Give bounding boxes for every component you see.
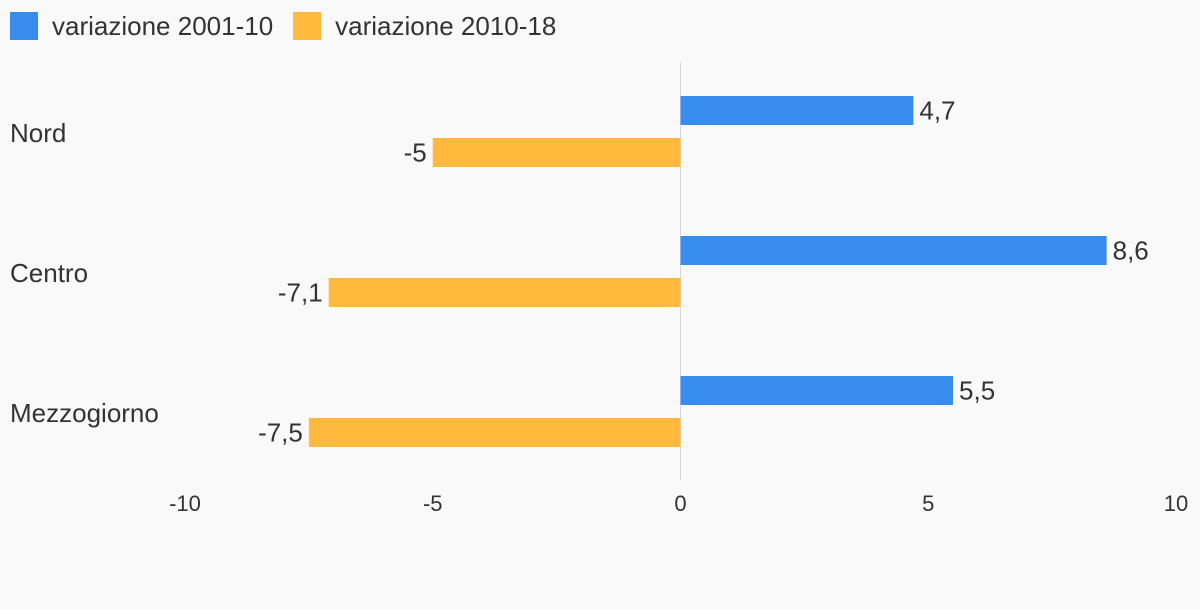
- category-label: Mezzogiorno: [10, 398, 159, 428]
- bar: [328, 278, 681, 307]
- legend-item-series-1[interactable]: variazione 2001-10: [10, 10, 273, 42]
- bar: [432, 138, 681, 167]
- legend-swatch-series-2: [293, 12, 322, 40]
- bar-value-label: -7,5: [258, 418, 303, 448]
- bar: [680, 96, 914, 125]
- bar-value-label: 8,6: [1113, 236, 1149, 266]
- category-label: Nord: [10, 118, 66, 148]
- bar-value-label: 5,5: [959, 376, 995, 406]
- legend-swatch-series-1: [10, 12, 38, 40]
- category-label: Centro: [10, 258, 88, 288]
- x-tick-label: 0: [674, 491, 686, 516]
- chart-legend: variazione 2001-10 variazione 2010-18: [10, 10, 576, 42]
- legend-label-series-1: variazione 2001-10: [52, 11, 274, 41]
- bar-value-label: -5: [404, 138, 427, 168]
- x-tick-label: 5: [922, 491, 934, 516]
- bar: [308, 418, 681, 447]
- bar: [680, 376, 954, 405]
- x-tick-label: 10: [1164, 491, 1188, 516]
- bar-value-label: -7,1: [278, 278, 323, 308]
- x-tick-label: -10: [169, 491, 201, 516]
- bar: [680, 236, 1107, 265]
- legend-item-series-2[interactable]: variazione 2010-18: [293, 10, 556, 42]
- bar-value-label: 4,7: [919, 96, 955, 126]
- x-tick-label: -5: [423, 491, 443, 516]
- legend-label-series-2: variazione 2010-18: [335, 11, 557, 41]
